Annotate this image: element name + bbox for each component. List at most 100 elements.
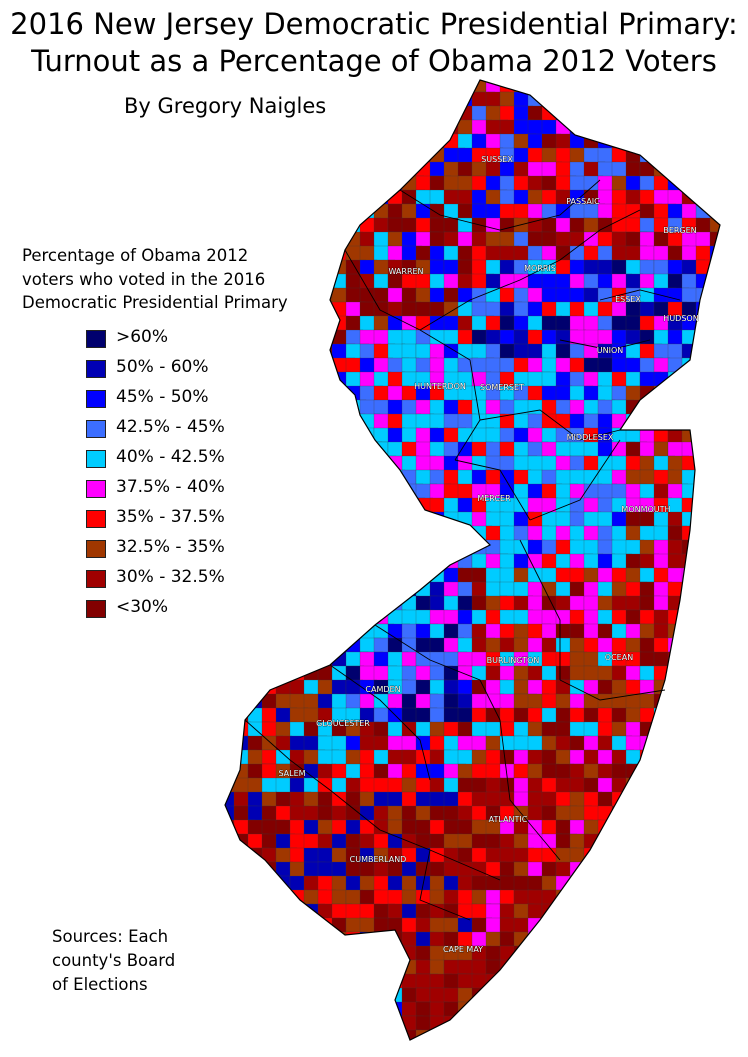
municipality-cell	[681, 763, 702, 784]
municipality-cell	[275, 651, 299, 675]
municipality-cell	[667, 945, 691, 963]
municipality-cell	[275, 217, 294, 240]
municipality-cell	[275, 637, 298, 656]
municipality-cell	[233, 931, 253, 950]
municipality-cell	[225, 693, 238, 710]
municipality-cell	[653, 623, 671, 641]
municipality-cell	[639, 651, 656, 667]
municipality-cell	[289, 609, 312, 626]
municipality-cell	[709, 413, 720, 434]
map-title-line-2: Turnout as a Percentage of Obama 2012 Vo…	[31, 44, 717, 78]
municipality-cell	[541, 777, 558, 794]
municipality-cell	[639, 455, 655, 471]
municipality-cell	[485, 987, 501, 1011]
municipality-cell	[724, 722, 739, 742]
municipality-cell	[415, 133, 434, 154]
municipality-cell	[233, 889, 252, 907]
municipality-cell	[709, 553, 720, 569]
municipality-cell	[681, 819, 704, 838]
municipality-cell	[611, 875, 628, 897]
municipality-cell	[695, 651, 714, 671]
municipality-cell	[345, 1001, 363, 1022]
municipality-cell	[695, 1015, 714, 1036]
municipality-cell	[317, 385, 341, 404]
municipality-cell	[261, 455, 278, 472]
municipality-cell	[345, 1029, 362, 1040]
municipality-cell	[317, 231, 342, 255]
municipality-cell	[225, 175, 240, 192]
municipality-cell	[225, 931, 244, 954]
municipality-cell	[653, 805, 675, 830]
municipality-cell	[275, 119, 297, 135]
municipality-cell	[625, 175, 641, 191]
municipality-cell	[415, 161, 432, 178]
municipality-cell	[247, 511, 272, 532]
municipality-cell	[225, 357, 236, 376]
municipality-cell	[373, 539, 391, 556]
municipality-cell	[639, 917, 657, 934]
municipality-cell	[597, 973, 618, 995]
municipality-cell	[345, 91, 368, 111]
municipality-cell	[709, 735, 720, 760]
municipality-cell	[331, 441, 353, 460]
municipality-cell	[611, 1015, 629, 1033]
municipality-cell	[415, 553, 432, 570]
municipality-cell	[233, 539, 258, 557]
municipality-cell	[289, 1001, 309, 1021]
municipality-cell	[471, 987, 489, 1012]
municipality-cell	[289, 259, 311, 275]
municipality-cell	[667, 1001, 686, 1026]
municipality-cell	[289, 595, 307, 616]
county-label-cape-may: CAPE MAY	[443, 945, 483, 954]
municipality-cell	[289, 175, 309, 200]
municipality-cell	[275, 959, 296, 984]
municipality-cell	[709, 315, 720, 339]
municipality-cell	[695, 623, 712, 641]
municipality-cell	[709, 469, 720, 494]
county-label-passaic: PASSAIC	[566, 197, 600, 206]
municipality-cell	[247, 441, 270, 466]
municipality-cell	[583, 889, 607, 905]
county-label-hunterdon: HUNTERDON	[414, 382, 466, 391]
municipality-cell	[527, 203, 544, 221]
municipality-cell	[667, 147, 690, 169]
municipality-cell	[303, 777, 319, 795]
municipality-cell	[387, 497, 408, 515]
municipality-cell	[695, 665, 720, 689]
municipality-cell	[331, 455, 354, 476]
municipality-cell	[653, 91, 674, 107]
municipality-cell	[415, 1029, 436, 1040]
municipality-cell	[359, 119, 380, 144]
municipality-cell	[331, 497, 349, 522]
municipality-cell	[527, 1015, 544, 1039]
municipality-cell	[668, 1044, 683, 1057]
municipality-cell	[275, 315, 295, 336]
municipality-cell	[667, 777, 683, 800]
municipality-cell	[724, 232, 739, 252]
municipality-cell	[541, 80, 564, 94]
municipality-cell	[289, 1015, 313, 1031]
municipality-cell	[331, 217, 348, 234]
municipality-cell	[583, 1029, 606, 1040]
municipality-cell	[541, 1015, 565, 1035]
municipality-cell	[261, 469, 281, 493]
municipality-cell	[724, 344, 739, 360]
municipality-cell	[471, 1015, 491, 1040]
municipality-cell	[724, 204, 738, 219]
municipality-cell	[387, 525, 409, 548]
municipality-cell	[681, 119, 704, 140]
municipality-cell	[485, 315, 502, 332]
municipality-cell	[331, 511, 348, 531]
municipality-cell	[233, 147, 254, 165]
municipality-cell	[457, 665, 474, 682]
municipality-cell	[225, 875, 243, 900]
municipality-cell	[724, 624, 739, 645]
municipality-cell	[527, 987, 552, 1009]
municipality-cell	[541, 945, 564, 964]
municipality-cell	[275, 525, 298, 549]
municipality-cell	[247, 1015, 264, 1036]
municipality-cell	[289, 525, 308, 541]
municipality-cell	[233, 595, 251, 617]
municipality-cell	[303, 637, 326, 659]
municipality-cell	[318, 1044, 335, 1057]
